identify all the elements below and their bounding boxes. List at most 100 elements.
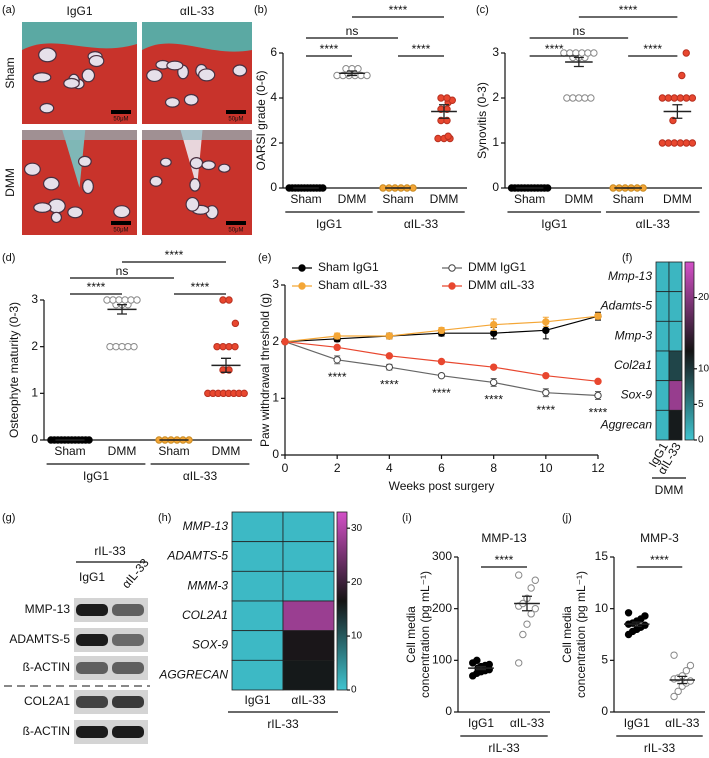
significance-label: **** (432, 386, 451, 400)
data-point (219, 296, 227, 304)
heatmap-cell (231, 511, 284, 543)
data-point (240, 389, 248, 398)
data-point (519, 630, 527, 639)
y-tick-label: 0 (31, 432, 38, 446)
row-label: COL2A1 (182, 608, 228, 622)
data-point (115, 296, 123, 304)
significance-label: **** (545, 42, 564, 56)
row-label: COL2A1 (24, 694, 70, 708)
data-point (515, 659, 523, 667)
group-label: IgG1 (316, 217, 342, 231)
data-point (219, 342, 227, 351)
x-tick-label: DMM (108, 444, 137, 458)
heatmap-cell (282, 600, 335, 632)
cell (63, 77, 80, 89)
colorbar-tick-label: 0 (698, 435, 704, 446)
heatmap-cell (655, 409, 670, 441)
cell (232, 64, 248, 77)
data-point (489, 378, 498, 387)
group-label: rIL-33 (267, 717, 299, 731)
x-axis-label: Weeks post surgery (389, 479, 495, 493)
data-point (103, 296, 111, 304)
data-point (473, 656, 481, 665)
legend-marker (448, 282, 456, 290)
data-point (121, 296, 129, 304)
y-tick-label: 6 (270, 45, 277, 59)
cell (159, 157, 172, 167)
data-point (527, 584, 535, 592)
data-point (437, 326, 446, 335)
error-bar (573, 56, 584, 68)
data-point (231, 319, 240, 328)
panel-label: (j) (562, 512, 572, 524)
legend-label: DMM IgG1 (468, 260, 526, 274)
scale-bar-label: 50μM (113, 117, 128, 123)
x-tick-label: 2 (334, 461, 341, 475)
data-point (523, 620, 531, 628)
heatmap-cell (668, 409, 683, 441)
tissue (22, 22, 137, 50)
y-tick-label: 0 (272, 447, 279, 461)
y-tick-label: 0 (492, 180, 499, 194)
band (76, 662, 108, 674)
group-label: rIL-33 (644, 741, 676, 755)
x-tick-label: IgG1 (624, 716, 650, 730)
column-label: αIL-33 (119, 556, 152, 592)
data-point (385, 363, 394, 371)
heatmap-cell (668, 320, 683, 352)
data-point (333, 343, 341, 352)
panel-label: (d) (2, 252, 15, 264)
data-point (437, 357, 446, 366)
row-label: ADAMTS-5 (9, 632, 70, 646)
significance-label: **** (87, 280, 106, 294)
y-axis-label: concentration (pg mL⁻¹) (418, 571, 432, 698)
cell (183, 93, 199, 106)
significance-label: **** (484, 393, 503, 407)
legend-label: Sham αIL-33 (318, 278, 387, 292)
row-label: ß-ACTIN (23, 724, 70, 738)
data-point (686, 661, 695, 670)
data-point (106, 342, 114, 351)
cell (149, 175, 163, 187)
row-label: SOX-9 (192, 638, 228, 652)
data-point (333, 332, 341, 340)
x-tick-label: Sham (612, 192, 643, 206)
heatmap-cell (231, 659, 284, 691)
cell (218, 163, 231, 173)
colorbar-tick-label: 30 (351, 523, 363, 534)
cell (201, 160, 216, 171)
y-tick-label: 100 (432, 653, 452, 667)
cell (185, 196, 200, 212)
panel-label: (h) (158, 512, 171, 524)
data-point (572, 49, 580, 57)
data-point (682, 94, 691, 102)
data-point (641, 612, 649, 620)
band (76, 604, 108, 616)
cell (164, 97, 180, 108)
data-point (385, 332, 394, 340)
error-bar (221, 357, 231, 373)
data-point (594, 312, 602, 320)
panel-label: (b) (254, 4, 267, 16)
x-tick-label: 6 (438, 461, 445, 475)
scale-bar-label: 50μM (228, 117, 243, 123)
data-point (485, 660, 493, 669)
colorbar-tick-label: 10 (698, 363, 709, 374)
y-axis-label: Cell media (560, 606, 574, 663)
x-tick-label: DMM (565, 192, 594, 206)
data-point (489, 320, 498, 329)
data-point (434, 134, 442, 143)
data-point (127, 296, 135, 304)
heatmap-cell (655, 291, 670, 322)
row-label: MMP-13 (25, 602, 71, 616)
data-point (437, 94, 445, 102)
significance-label: **** (380, 377, 399, 391)
row-label: ß-ACTIN (23, 660, 70, 674)
data-point (118, 342, 126, 351)
band (112, 726, 144, 738)
cell (81, 68, 96, 83)
band (112, 662, 144, 674)
cell (33, 202, 52, 213)
data-point (515, 571, 523, 579)
data-point (658, 94, 667, 102)
